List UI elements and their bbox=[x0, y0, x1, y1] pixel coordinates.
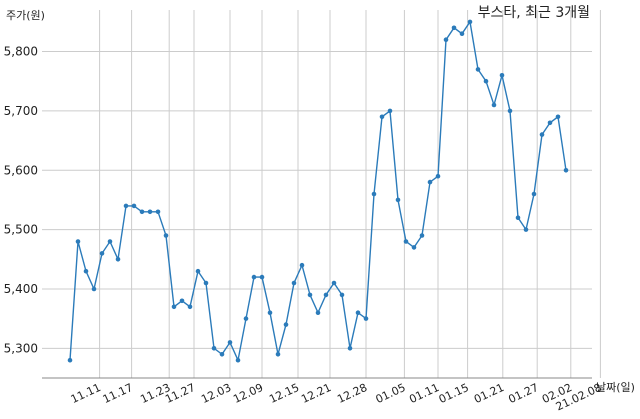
x-tick-label: 12.28 bbox=[335, 381, 369, 406]
price-point bbox=[395, 197, 401, 203]
x-tick-label: 12.15 bbox=[267, 381, 301, 406]
price-point bbox=[227, 340, 233, 345]
price-point bbox=[291, 280, 297, 286]
y-tick-label: 5,700 bbox=[4, 104, 38, 118]
price-point bbox=[267, 310, 273, 316]
price-point bbox=[235, 357, 241, 363]
price-point bbox=[427, 179, 433, 185]
price-point bbox=[403, 239, 409, 244]
price-point bbox=[307, 292, 313, 298]
price-point bbox=[139, 209, 145, 215]
price-point bbox=[547, 120, 553, 126]
price-point bbox=[435, 173, 441, 179]
price-point bbox=[411, 245, 417, 250]
x-tick-label: 12.21 bbox=[299, 381, 333, 406]
price-point bbox=[539, 132, 545, 137]
price-point bbox=[523, 227, 529, 232]
price-point bbox=[115, 257, 121, 262]
price-point bbox=[419, 233, 425, 238]
price-point bbox=[475, 67, 481, 72]
price-point bbox=[171, 304, 177, 310]
price-point bbox=[155, 209, 161, 215]
price-point bbox=[451, 25, 457, 31]
price-point bbox=[179, 298, 185, 304]
price-point bbox=[331, 280, 337, 286]
price-point bbox=[467, 19, 473, 25]
y-tick-labels: 5,300 5,400 5,500 5,600 5,700 5,800 bbox=[4, 45, 38, 356]
x-tick-label: 11.11 bbox=[69, 381, 103, 406]
price-point bbox=[275, 352, 281, 357]
price-point bbox=[91, 286, 97, 292]
price-point bbox=[195, 268, 201, 274]
price-point bbox=[379, 114, 385, 120]
price-point bbox=[339, 292, 345, 298]
price-point bbox=[387, 108, 393, 114]
price-point bbox=[211, 346, 217, 351]
price-point bbox=[443, 37, 449, 42]
price-point bbox=[347, 346, 353, 351]
price-point bbox=[323, 292, 329, 298]
x-tick-label: 12.09 bbox=[231, 381, 265, 406]
price-point bbox=[499, 73, 505, 78]
price-point bbox=[187, 304, 193, 310]
price-point bbox=[243, 316, 249, 321]
y-tick-label: 5,600 bbox=[4, 163, 38, 177]
price-point bbox=[67, 357, 73, 363]
price-point bbox=[163, 233, 169, 238]
price-point bbox=[315, 310, 321, 316]
price-point bbox=[563, 168, 569, 173]
price-point bbox=[123, 203, 129, 209]
price-points bbox=[67, 19, 569, 363]
price-point bbox=[531, 191, 537, 197]
price-point bbox=[251, 274, 257, 280]
y-tick-label: 5,300 bbox=[4, 341, 38, 355]
price-series-line bbox=[69, 20, 567, 363]
price-point bbox=[355, 310, 361, 316]
chart-title: 부스타, 최근 3개월 bbox=[478, 5, 590, 21]
x-tick-label: 01.21 bbox=[472, 381, 506, 406]
price-point bbox=[75, 239, 81, 244]
x-tick-label: 01.27 bbox=[506, 381, 540, 406]
price-point bbox=[507, 108, 513, 114]
price-point bbox=[555, 114, 561, 120]
price-point bbox=[147, 209, 153, 215]
y-tick-label: 5,800 bbox=[4, 45, 38, 59]
price-point bbox=[131, 203, 137, 209]
x-tick-label: 11.17 bbox=[101, 381, 135, 406]
price-point bbox=[259, 274, 265, 280]
price-point bbox=[299, 262, 305, 268]
price-point bbox=[491, 102, 497, 108]
x-tick-label: 12.03 bbox=[199, 381, 233, 406]
price-point bbox=[283, 322, 289, 327]
price-point bbox=[219, 352, 225, 357]
price-point bbox=[203, 280, 209, 286]
price-point bbox=[363, 316, 369, 321]
price-point bbox=[483, 78, 489, 84]
grid-lines bbox=[42, 10, 601, 378]
y-tick-label: 5,400 bbox=[4, 282, 38, 296]
x-tick-label: 01.05 bbox=[374, 381, 408, 406]
x-tick-label: 01.15 bbox=[437, 381, 471, 406]
price-point bbox=[459, 31, 465, 36]
y-tick-label: 5,500 bbox=[4, 223, 38, 237]
price-point bbox=[99, 251, 105, 256]
price-point bbox=[371, 191, 377, 197]
price-point bbox=[83, 268, 89, 274]
y-axis-label: 주가(원) bbox=[6, 9, 45, 22]
price-point bbox=[515, 215, 521, 220]
price-point bbox=[107, 239, 113, 244]
x-axis-label: 날짜(일) bbox=[596, 380, 635, 394]
